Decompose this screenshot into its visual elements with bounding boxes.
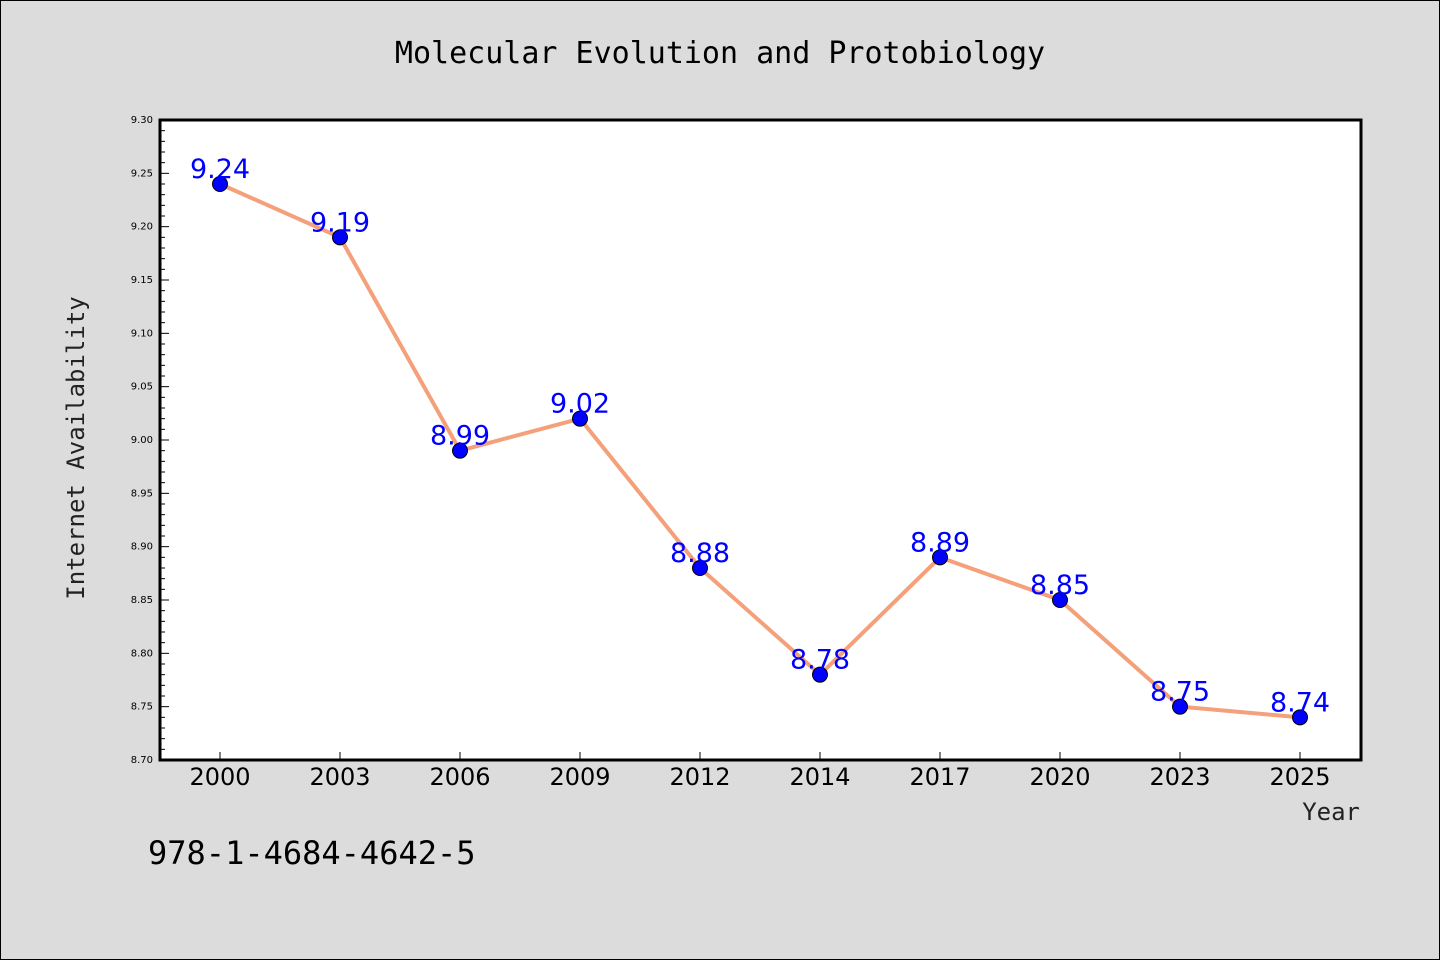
data-label: 8.74 — [1270, 687, 1330, 718]
data-label: 9.19 — [310, 207, 370, 238]
data-label: 8.75 — [1150, 677, 1210, 708]
x-tick-label: 2014 — [789, 763, 850, 791]
data-point — [692, 560, 708, 576]
x-axis-label: Year — [1302, 798, 1360, 826]
data-label: 8.78 — [790, 645, 850, 676]
data-point — [452, 442, 468, 459]
x-axis: 2000 2003 2006 2009 2012 2014 2017 2020 2023 2025 — [189, 752, 1331, 791]
data-label: 8.88 — [670, 538, 730, 569]
data-point — [332, 229, 348, 246]
data-label: 9.02 — [550, 389, 610, 420]
y-tick-label: 8.90 — [131, 542, 153, 553]
data-label: 8.85 — [1030, 570, 1090, 601]
data-label: 8.89 — [910, 527, 970, 558]
y-tick-label: 9.30 — [131, 115, 153, 126]
y-tick-label: 8.85 — [131, 595, 153, 606]
x-tick-label: 2017 — [909, 763, 970, 791]
data-point — [812, 666, 828, 683]
x-tick-label: 2000 — [189, 763, 250, 791]
data-point — [1172, 698, 1188, 715]
isbn-annotation: 978-1-4684-4642-5 — [148, 834, 476, 872]
y-axis: 8.70 8.75 8.80 8.85 8.90 8.95 9.00 9.05 9.10 9.15… — [131, 115, 169, 766]
data-point — [1292, 709, 1308, 726]
x-tick-label: 2023 — [1149, 763, 1210, 791]
chart-title: Molecular Evolution and Protobiology — [395, 36, 1045, 71]
plot-area — [158, 118, 1363, 762]
y-tick-label: 9.15 — [131, 275, 153, 286]
x-tick-label: 2012 — [669, 763, 730, 791]
x-tick-label: 2025 — [1269, 763, 1330, 791]
y-tick-label: 8.70 — [131, 755, 153, 766]
y-tick-label: 8.80 — [131, 648, 153, 659]
series-line — [219, 182, 1301, 720]
data-point — [572, 410, 588, 427]
y-tick-label: 9.00 — [131, 435, 153, 446]
y-tick-label: 8.75 — [131, 702, 153, 713]
data-point — [932, 549, 948, 566]
x-tick-label: 2003 — [309, 763, 370, 791]
data-label: 9.24 — [190, 154, 250, 185]
data-label: 8.99 — [430, 421, 490, 452]
y-tick-label: 9.05 — [131, 382, 153, 393]
y-tick-label: 8.95 — [131, 488, 153, 499]
series-internet-availability: 9.24 9.19 8.99 9.02 8.88 8.78 8.89 8.85 8.75 8.74 — [190, 154, 1330, 726]
data-point — [1052, 592, 1068, 608]
y-axis-label: Internet Availability — [62, 296, 90, 599]
x-tick-label: 2020 — [1029, 763, 1090, 791]
x-tick-label: 2009 — [549, 763, 610, 791]
y-tick-label: 9.10 — [131, 328, 153, 339]
y-tick-label: 9.20 — [131, 222, 153, 233]
x-tick-label: 2006 — [429, 763, 490, 791]
data-point — [212, 176, 228, 192]
y-tick-label: 9.25 — [131, 168, 153, 179]
